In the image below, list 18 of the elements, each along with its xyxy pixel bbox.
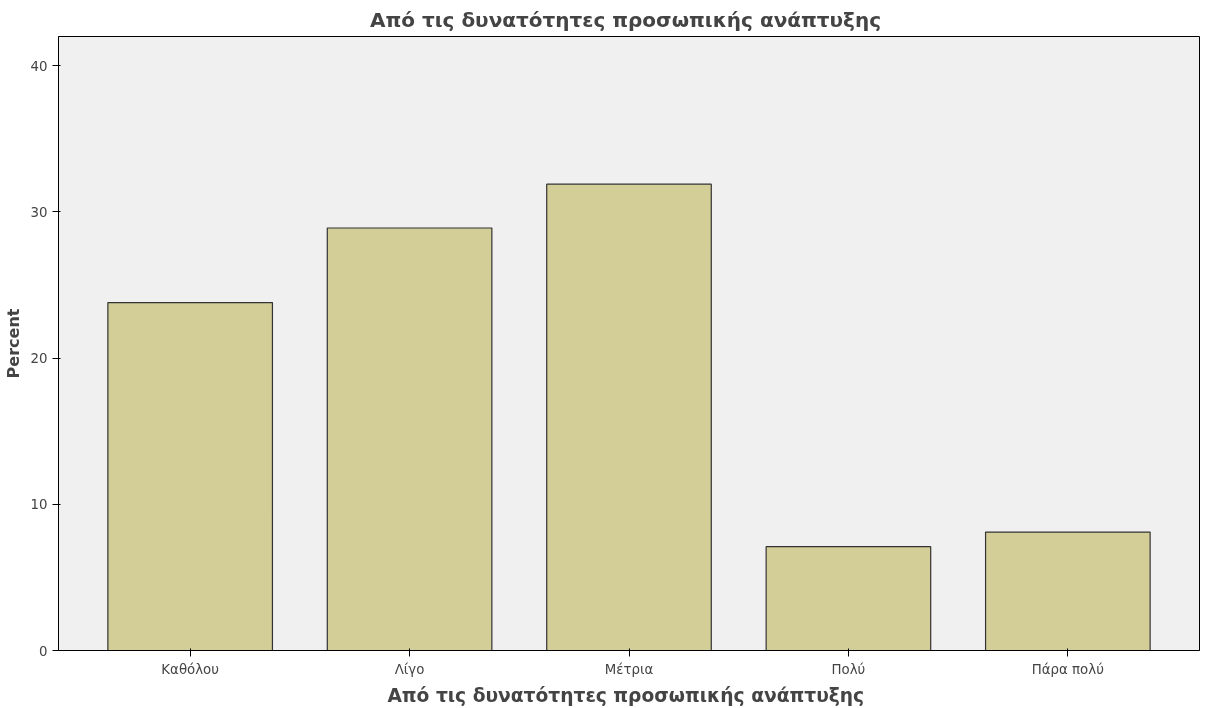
- bar: [984, 531, 1151, 651]
- bar: [326, 227, 493, 651]
- x-tick-label: Λίγο: [394, 661, 425, 677]
- y-tick-label: 20: [30, 351, 48, 367]
- chart-title: Από τις δυνατότητες προσωπικής ανάπτυξης: [370, 7, 882, 32]
- x-tick-label: Πολύ: [831, 661, 866, 677]
- bar: [546, 183, 712, 651]
- x-tick-label: Πάρα πολύ: [1031, 661, 1104, 677]
- y-tick-label: 40: [30, 58, 48, 74]
- y-tick-label: 0: [39, 643, 48, 659]
- bar: [107, 301, 274, 651]
- x-axis-title: Από τις δυνατότητες προσωπικής ανάπτυξης: [387, 684, 865, 706]
- bar: [765, 546, 932, 651]
- x-tick-label: Καθόλου: [161, 661, 219, 677]
- y-tick-label: 10: [30, 497, 48, 513]
- y-tick-label: 30: [30, 204, 48, 220]
- x-tick-label: Μέτρια: [604, 661, 654, 677]
- y-axis-title: Percent: [3, 308, 23, 379]
